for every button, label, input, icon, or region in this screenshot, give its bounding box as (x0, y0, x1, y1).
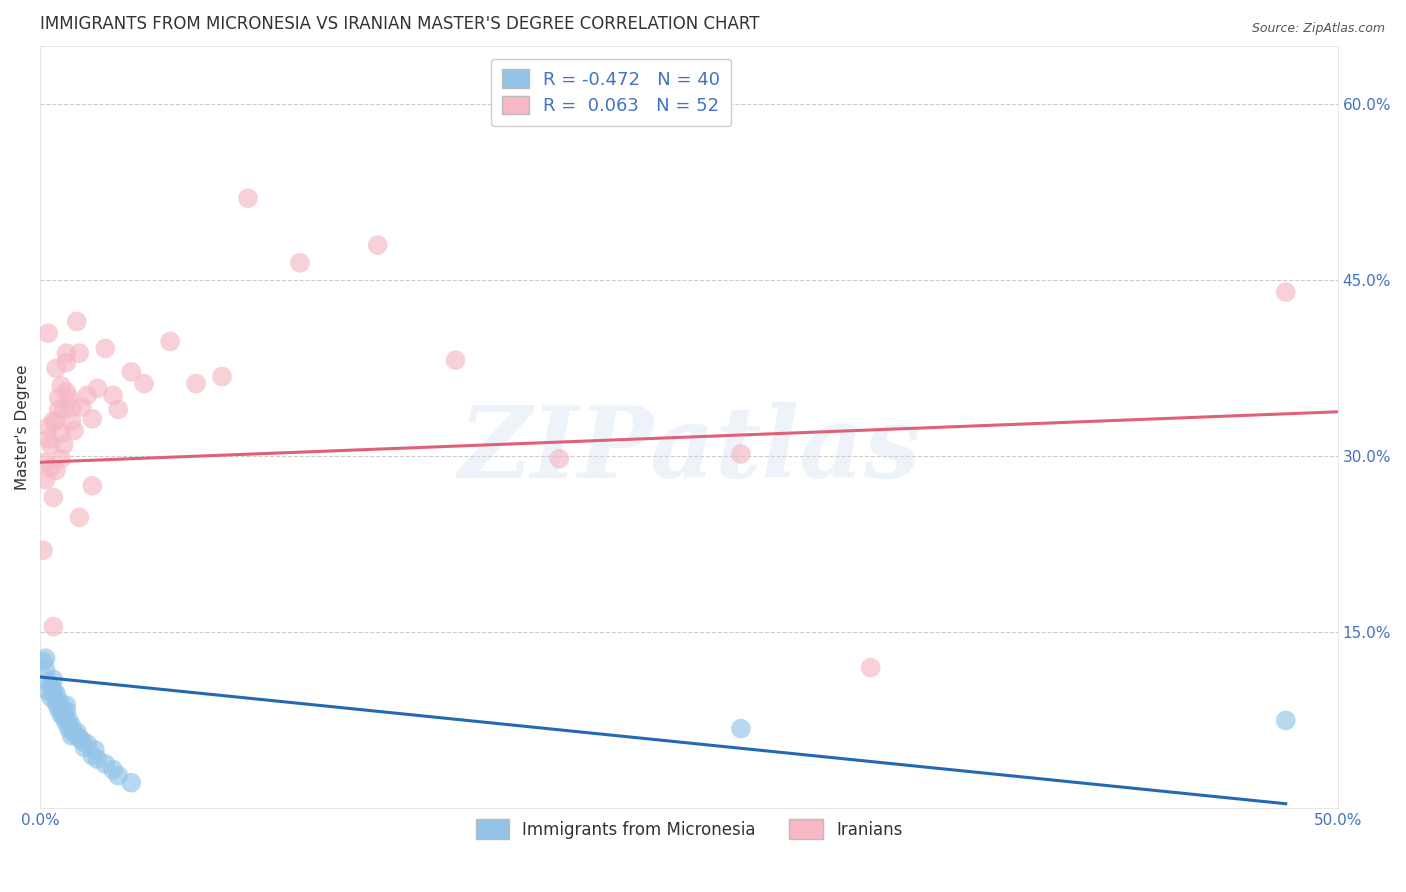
Point (32, 543, 55, 558)
Point (45, 414, 67, 428)
Point (94, 756, 117, 771)
Point (48, 391, 70, 405)
Point (52, 705, 75, 719)
Point (39, 437, 62, 451)
Point (288, 256, 311, 270)
Point (67, 346, 90, 360)
Point (367, 238, 389, 252)
Point (67, 731, 90, 745)
Point (45, 696, 67, 710)
Point (66, 725, 89, 739)
Point (82, 412, 104, 426)
Point (211, 369, 233, 384)
Point (37, 674, 59, 689)
Point (58, 714, 80, 728)
Point (34, 651, 56, 665)
Y-axis label: Master's Degree: Master's Degree (15, 364, 30, 490)
Point (444, 353, 467, 368)
Point (67, 510, 90, 524)
Point (107, 402, 129, 417)
Point (48, 693, 70, 707)
Point (51, 707, 73, 722)
Point (55, 704, 77, 718)
Point (55, 384, 77, 399)
Point (730, 722, 752, 736)
Point (34, 473, 56, 487)
Point (66, 314, 89, 328)
Point (58, 722, 80, 736)
Point (63, 424, 86, 438)
Point (1274, 714, 1296, 728)
Point (42, 619, 65, 633)
Point (159, 334, 181, 349)
Point (51, 379, 73, 393)
Point (548, 451, 571, 466)
Point (63, 726, 86, 740)
Point (42, 686, 65, 700)
Point (52, 437, 75, 451)
Point (42, 414, 65, 428)
Point (55, 698, 77, 713)
Point (42, 673, 65, 687)
Point (45, 686, 67, 700)
Point (45, 361, 67, 376)
Point (48, 402, 70, 417)
Point (39, 690, 62, 704)
Point (859, 660, 882, 674)
Point (82, 479, 104, 493)
Point (34, 663, 56, 677)
Point (45, 463, 67, 477)
Point (70, 733, 93, 747)
Point (37, 684, 59, 698)
Point (60, 729, 83, 743)
Point (107, 768, 129, 782)
Point (70, 400, 93, 414)
Point (37, 432, 59, 446)
Point (94, 342, 117, 356)
Legend: Immigrants from Micronesia, Iranians: Immigrants from Micronesia, Iranians (470, 813, 908, 846)
Point (39, 461, 62, 475)
Point (101, 388, 124, 402)
Point (184, 376, 207, 391)
Point (236, 191, 259, 205)
Point (42, 684, 65, 698)
Point (52, 710, 75, 724)
Point (52, 402, 75, 417)
Point (55, 346, 77, 360)
Point (76, 388, 98, 402)
Point (37, 326, 59, 341)
Text: ZIPatlas: ZIPatlas (458, 401, 920, 499)
Point (55, 715, 77, 730)
Point (48, 702, 70, 716)
Point (73, 740, 96, 755)
Text: IMMIGRANTS FROM MICRONESIA VS IRANIAN MASTER'S DEGREE CORRELATION CHART: IMMIGRANTS FROM MICRONESIA VS IRANIAN MA… (41, 15, 759, 33)
Point (42, 491, 65, 505)
Point (101, 763, 124, 777)
Point (82, 748, 104, 763)
Point (58, 391, 80, 405)
Point (51, 700, 73, 714)
Point (34, 455, 56, 469)
Point (39, 678, 62, 692)
Point (37, 420, 59, 434)
Point (83, 743, 105, 757)
Point (730, 447, 752, 461)
Point (32, 655, 55, 669)
Point (51, 425, 73, 440)
Text: Source: ZipAtlas.com: Source: ZipAtlas.com (1251, 22, 1385, 36)
Point (76, 737, 98, 751)
Point (134, 376, 156, 391)
Point (86, 752, 108, 766)
Point (60, 400, 83, 414)
Point (60, 719, 83, 733)
Point (120, 775, 142, 789)
Point (120, 365, 142, 379)
Point (1274, 285, 1296, 299)
Point (51, 451, 73, 466)
Point (86, 381, 108, 395)
Point (55, 355, 77, 369)
Point (60, 414, 83, 428)
